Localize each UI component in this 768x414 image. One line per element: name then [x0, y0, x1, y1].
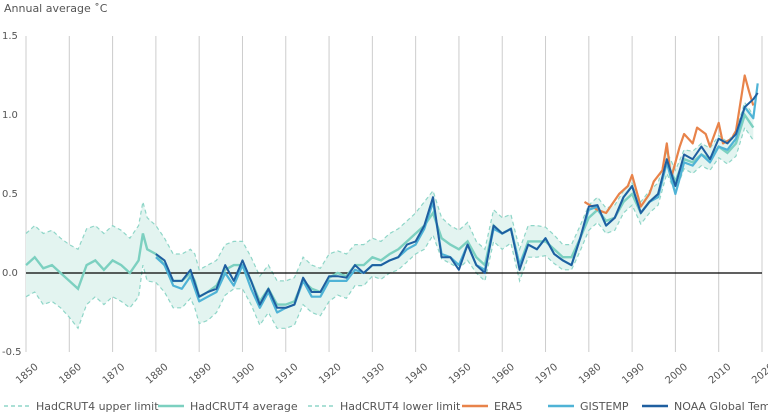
- x-tick-1910: 1910: [274, 362, 301, 387]
- legend-label-noaa: NOAA Global Temp: [674, 400, 768, 413]
- series-hadcrut-avg: [25, 112, 755, 306]
- x-tick-1950: 1950: [447, 362, 474, 387]
- hadcrut-band-layer: [25, 101, 754, 330]
- series-hadcrut-lower: [25, 126, 754, 330]
- legend-label-era5: ERA5: [494, 400, 523, 413]
- series-noaa: [155, 92, 759, 309]
- y-tick-3: 1.0: [2, 110, 18, 121]
- x-tick-1980: 1980: [577, 362, 604, 387]
- x-tick-2000: 2000: [664, 362, 691, 387]
- x-tick-1920: 1920: [317, 362, 344, 387]
- legend-label-gistemp: GISTEMP: [580, 400, 629, 413]
- x-tick-1860: 1860: [57, 362, 84, 387]
- series-hadcrut-upper: [25, 101, 754, 282]
- x-tick-2010: 2010: [707, 362, 734, 387]
- x-tick-1990: 1990: [620, 362, 647, 387]
- x-tick-labels: 1850 1860 1870 1880 1890 1900 1910 1920 1930 1940…: [14, 362, 768, 387]
- legend-label-hadcrut_avg: HadCRUT4 average: [190, 400, 298, 413]
- x-tick-1850: 1850: [14, 362, 41, 387]
- series-layer: [25, 74, 759, 314]
- hadcrut-uncertainty-band: [26, 102, 754, 329]
- legend: HadCRUT4 upper limit HadCRUT4 average HadC…: [4, 400, 768, 413]
- x-tick-1960: 1960: [490, 362, 517, 387]
- x-tick-1940: 1940: [404, 362, 431, 387]
- x-tick-2020: 2020: [750, 362, 768, 387]
- legend-label-hadcrut_lower: HadCRUT4 lower limit: [340, 400, 461, 413]
- y-tick-1: 0.0: [2, 268, 18, 279]
- x-tick-1870: 1870: [101, 362, 128, 387]
- y-tick-labels: -0.5 0.0 0.5 1.0 1.5: [2, 31, 22, 358]
- grid-layer: [25, 36, 763, 352]
- series-gistemp: [155, 83, 759, 314]
- y-tick-2: 0.5: [2, 189, 18, 200]
- x-tick-1930: 1930: [360, 362, 387, 387]
- x-tick-1900: 1900: [231, 362, 258, 387]
- x-tick-1880: 1880: [144, 362, 171, 387]
- y-tick-0: -0.5: [2, 347, 22, 358]
- x-tick-1970: 1970: [534, 362, 561, 387]
- legend-label-hadcrut_upper: HadCRUT4 upper limit: [36, 400, 159, 413]
- x-tick-1890: 1890: [187, 362, 214, 387]
- y-axis-label: Annual average ˚C: [4, 2, 108, 15]
- y-tick-4: 1.5: [2, 31, 18, 42]
